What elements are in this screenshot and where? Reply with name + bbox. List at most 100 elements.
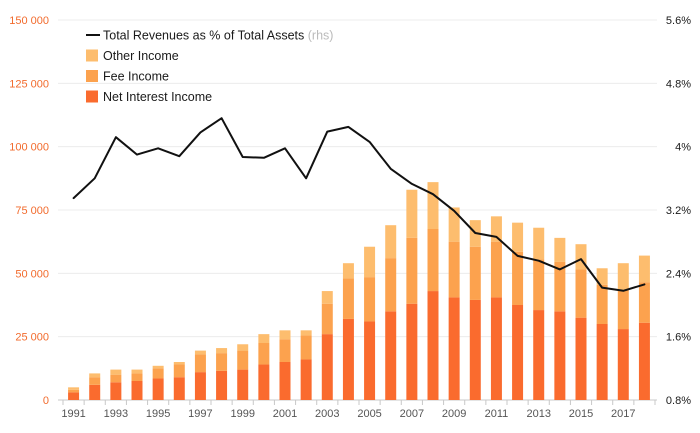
bar-other-income-2012 (512, 222, 524, 252)
bar-fee-income-1996 (173, 364, 185, 378)
bar-fee-income-2002 (300, 335, 312, 360)
bar-net-interest-income-2006 (385, 311, 397, 400)
x-tick-label: 2015 (569, 408, 593, 420)
bar-net-interest-income-2010 (469, 299, 481, 400)
bar-other-income-1999 (237, 344, 249, 351)
x-tick-label: 2013 (526, 408, 550, 420)
bar-other-income-2002 (300, 330, 312, 336)
bar-fee-income-2014 (554, 261, 566, 312)
bar-other-income-2006 (385, 225, 397, 259)
bar-fee-income-2000 (258, 343, 270, 365)
y-tick-left-label: 150 000 (9, 15, 49, 27)
legend-swatch-fee-income (86, 70, 98, 82)
bar-other-income-1996 (173, 362, 185, 365)
bar-net-interest-income-2011 (490, 297, 502, 400)
bar-net-interest-income-2015 (575, 317, 587, 400)
x-tick-label: 2017 (611, 408, 635, 420)
y-tick-right-label: 5.6% (666, 15, 691, 27)
line-series (72, 117, 646, 292)
x-tick-label: 1997 (188, 408, 212, 420)
bar-other-income-1991 (68, 387, 80, 390)
bar-other-income-2000 (258, 334, 270, 343)
bar-net-interest-income-2018 (638, 322, 650, 400)
bar-net-interest-income-2008 (427, 291, 439, 400)
bar-fee-income-2013 (533, 259, 545, 311)
y-tick-right-label: 4% (675, 142, 691, 154)
x-tick-label: 2009 (442, 408, 466, 420)
y-tick-left-label: 125 000 (9, 78, 49, 90)
bar-other-income-2015 (575, 244, 587, 270)
bar-other-income-2001 (279, 330, 291, 340)
x-tick-label: 2005 (357, 408, 381, 420)
bar-net-interest-income-2014 (554, 311, 566, 400)
bar-fee-income-1994 (131, 373, 143, 381)
bar-fee-income-1992 (89, 377, 101, 385)
gridlines (58, 19, 657, 401)
bar-net-interest-income-1993 (110, 382, 122, 400)
bar-other-income-2008 (427, 182, 439, 229)
x-axis: 1991 1993 1995 1997 1999 2001 2003 2005 2007 2009… (61, 400, 656, 420)
x-tick-label: 1993 (104, 408, 128, 420)
x-tick-label: 1995 (146, 408, 170, 420)
bar-net-interest-income-1994 (131, 381, 143, 400)
bar-net-interest-income-2002 (300, 359, 312, 400)
bar-other-income-2007 (406, 189, 418, 238)
bar-net-interest-income-2003 (321, 334, 333, 400)
bar-fee-income-2004 (342, 278, 354, 319)
bar-net-interest-income-1992 (89, 384, 101, 400)
bar-net-interest-income-1996 (173, 377, 185, 400)
bar-other-income-1993 (110, 369, 122, 375)
bar-other-income-1992 (89, 373, 101, 378)
bar-other-income-1994 (131, 369, 143, 374)
bar-net-interest-income-2001 (279, 362, 291, 400)
bar-fee-income-2017 (617, 289, 629, 330)
bar-net-interest-income-2012 (512, 305, 524, 400)
x-tick-label: 2001 (273, 408, 297, 420)
bar-fee-income-1997 (194, 354, 206, 373)
bar-net-interest-income-1997 (194, 372, 206, 400)
bar-net-interest-income-2005 (364, 321, 376, 400)
y-tick-left-label: 25 000 (15, 332, 49, 344)
bar-other-income-2016 (596, 268, 608, 285)
bar-fee-income-2011 (490, 241, 502, 298)
bar-net-interest-income-2007 (406, 303, 418, 400)
y-tick-right-label: 2.4% (666, 268, 691, 280)
bar-fee-income-2015 (575, 269, 587, 318)
bar-other-income-2018 (638, 255, 650, 283)
legend-label-total-revenues-as-of-total-assets: Total Revenues as % of Total Assets (rhs… (103, 29, 333, 43)
bar-fee-income-2018 (638, 282, 650, 323)
legend-label-fee-income: Fee Income (103, 70, 169, 84)
bar-other-income-2014 (554, 237, 566, 262)
bar-net-interest-income-2000 (258, 364, 270, 400)
bar-fee-income-2009 (448, 241, 460, 298)
bar-fee-income-2007 (406, 237, 418, 304)
legend: Total Revenues as % of Total Assets (rhs… (86, 29, 333, 104)
bar-fee-income-2003 (321, 303, 333, 335)
x-tick-label: 1999 (230, 408, 254, 420)
right-axis: 0.8% 1.6% 2.4% 3.2% 4% 4.8% 5.6% (666, 15, 691, 407)
y-tick-right-label: 1.6% (666, 332, 691, 344)
y-tick-right-label: 4.8% (666, 78, 691, 90)
line-total-revenues-pct-assets (72, 117, 646, 292)
bar-fee-income-1993 (110, 374, 122, 383)
x-tick-label: 2011 (485, 408, 509, 420)
bar-net-interest-income-1991 (68, 392, 80, 400)
bar-fee-income-1991 (68, 389, 80, 393)
bar-fee-income-2001 (279, 339, 291, 362)
bar-net-interest-income-2009 (448, 297, 460, 400)
bar-net-interest-income-1999 (237, 369, 249, 400)
legend-suffix: (rhs) (304, 29, 333, 43)
bar-fee-income-1998 (216, 353, 228, 371)
bar-fee-income-2006 (385, 258, 397, 312)
y-tick-right-label: 3.2% (666, 205, 691, 217)
bar-net-interest-income-2013 (533, 310, 545, 400)
bar-fee-income-1995 (152, 368, 164, 379)
bar-other-income-1997 (194, 350, 206, 355)
bar-other-income-2013 (533, 227, 545, 260)
bar-other-income-2003 (321, 291, 333, 304)
bar-fee-income-1999 (237, 350, 249, 370)
y-tick-left-label: 50 000 (15, 268, 49, 280)
bar-fee-income-2005 (364, 277, 376, 322)
bar-other-income-1998 (216, 348, 228, 354)
